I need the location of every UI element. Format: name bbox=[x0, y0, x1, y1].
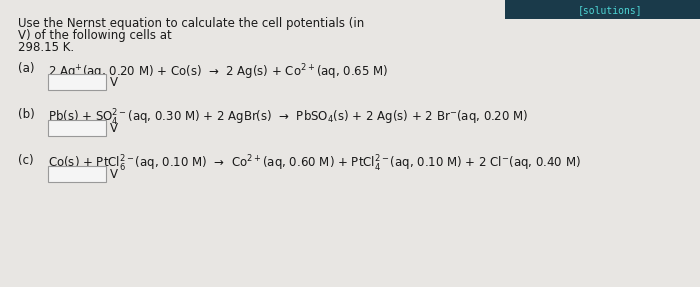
Text: V: V bbox=[110, 121, 118, 135]
Text: 2 Ag$^{+}$(aq, 0.20 M) + Co(s)  →  2 Ag(s) + Co$^{2+}$(aq, 0.65 M): 2 Ag$^{+}$(aq, 0.20 M) + Co(s) → 2 Ag(s)… bbox=[48, 62, 389, 82]
Text: 298.15 K.: 298.15 K. bbox=[18, 41, 74, 54]
Bar bbox=[48, 74, 106, 90]
Bar bbox=[505, 0, 700, 19]
Text: Use the Nernst equation to calculate the cell potentials (in: Use the Nernst equation to calculate the… bbox=[18, 17, 364, 30]
Text: [solutions]: [solutions] bbox=[578, 5, 643, 15]
Text: V: V bbox=[110, 75, 118, 88]
Text: Co(s) + PtCl$_6^{2-}$(aq, 0.10 M)  →  Co$^{2+}$(aq, 0.60 M) + PtCl$_4^{2-}$(aq, : Co(s) + PtCl$_6^{2-}$(aq, 0.10 M) → Co$^… bbox=[48, 154, 581, 174]
Text: Pb(s) + SO$_4^{2-}$(aq, 0.30 M) + 2 AgBr(s)  →  PbSO$_4$(s) + 2 Ag(s) + 2 Br$^{-: Pb(s) + SO$_4^{2-}$(aq, 0.30 M) + 2 AgBr… bbox=[48, 108, 528, 128]
Text: V: V bbox=[110, 168, 118, 181]
Bar bbox=[48, 120, 106, 136]
Text: (c): (c) bbox=[18, 154, 34, 167]
Text: V) of the following cells at: V) of the following cells at bbox=[18, 29, 172, 42]
Bar bbox=[48, 166, 106, 182]
Text: (b): (b) bbox=[18, 108, 35, 121]
Text: (a): (a) bbox=[18, 62, 34, 75]
